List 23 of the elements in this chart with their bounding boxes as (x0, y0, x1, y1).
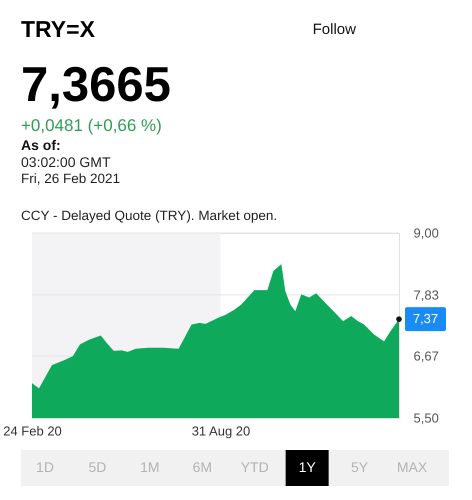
text: CCY - Delayed Quote (TRY). Market open. (21, 208, 278, 223)
x-tick-label: 31 Aug 20 (192, 424, 250, 438)
text: 6M (192, 459, 212, 475)
text: 1M (140, 459, 160, 475)
text: +0,0481 (+0,66 %) (21, 116, 162, 135)
data-label: 7,37 (412, 311, 438, 326)
text: As of: (21, 137, 61, 153)
text: Follow (312, 21, 356, 38)
y-tick-label: 9,00 (414, 226, 439, 240)
text: MAX (396, 459, 428, 475)
text: 1D (36, 459, 54, 475)
text: Fri, 26 Feb 2021 (21, 171, 120, 186)
x-tick-label: 24 Feb 20 (3, 424, 62, 438)
y-tick-label: 6,67 (414, 348, 439, 364)
text: 5D (88, 459, 106, 475)
text: 03:02:00 GMT (21, 154, 111, 170)
text: 1Y (298, 459, 316, 475)
text: YTD (240, 459, 269, 475)
chart-title: TRY=X (21, 16, 96, 42)
y-tick-label: 5,50 (414, 410, 439, 426)
text: 5Y (351, 459, 369, 475)
chart-subtitle: 7,3665 (21, 58, 171, 112)
y-tick-label: 7,83 (414, 287, 439, 302)
